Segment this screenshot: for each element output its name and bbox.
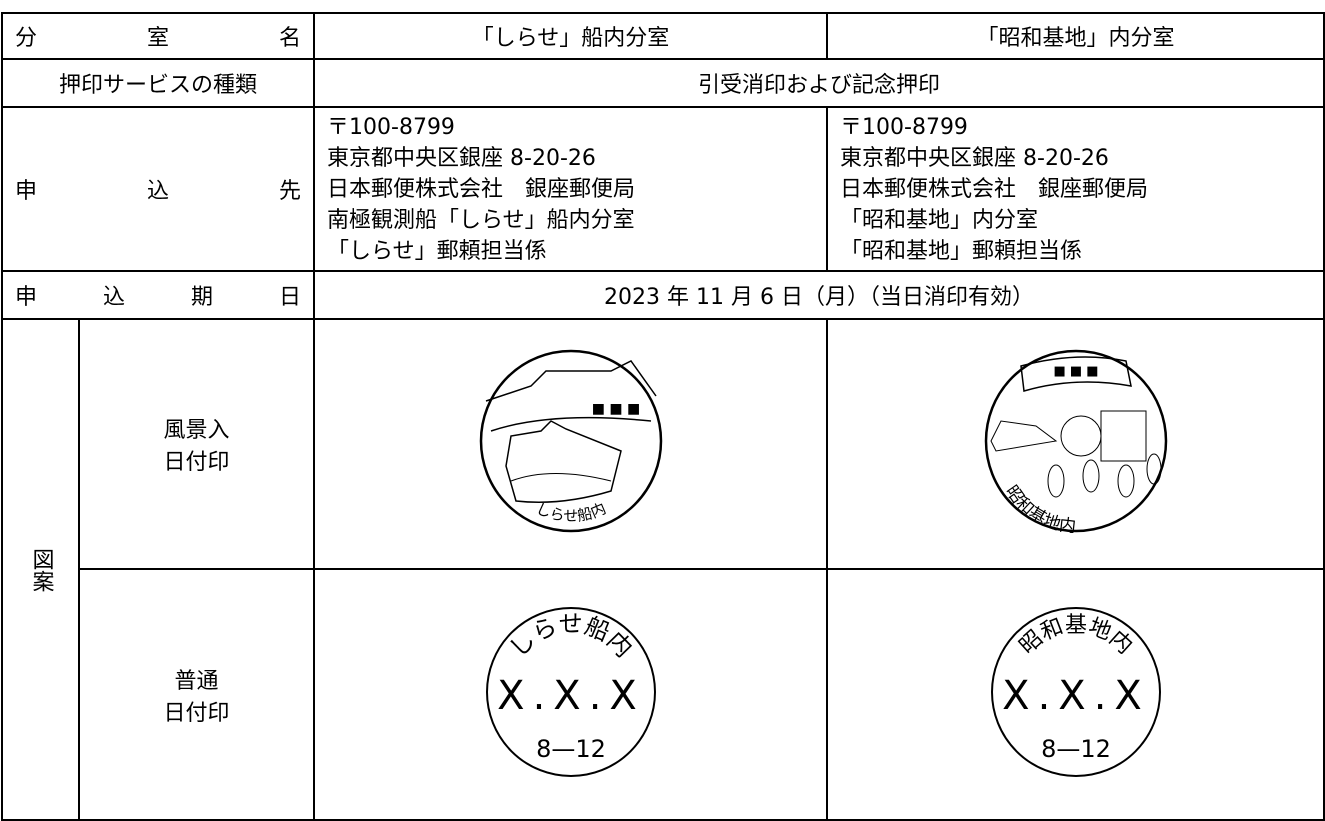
scenic-stamp: ■ ■ ■ しらせ船内 (479, 349, 662, 533)
stamp-marks: ■ ■ ■ (1053, 364, 1098, 379)
scenic-label: 風景入 日付印 (77, 318, 316, 570)
ordinary-stamp: しらせ船内 X.X.X 8—12 (485, 606, 656, 777)
stamp-date: X.X.X (1002, 673, 1150, 719)
address-line: 「昭和基地」内分室 (840, 207, 1039, 233)
header-col2: 「昭和基地」内分室 (826, 12, 1325, 60)
address-line: 東京都中央区銀座 8-20-26 (840, 145, 1109, 171)
header-row: 分室名 「しらせ」船内分室 「昭和基地」内分室 (0, 12, 1325, 60)
scenic-row: 図案 風景入 日付印 ■ ■ ■ しらせ船内 ■ ■ ■ 昭和基地 (1, 318, 1325, 821)
ordinary-label: 普通 日付印 (77, 568, 316, 821)
stamp-bottom: 8—12 (536, 735, 606, 763)
stamp-top: しらせ船内 (503, 609, 637, 662)
label-line: 風景入 (163, 418, 230, 443)
stamp-caption: 昭和基地内 (1001, 482, 1077, 537)
address-line: 南極観測船「しらせ」船内分室 (327, 207, 635, 233)
address-col2: 〒100-8799 東京都中央区銀座 8-20-26 日本郵便株式会社 銀座郵便… (826, 106, 1325, 272)
address-line: 日本郵便株式会社 銀座郵便局 (840, 176, 1149, 202)
stamp-bottom: 8—12 (1041, 735, 1111, 763)
deadline-label: 申込期日 (0, 270, 316, 320)
label-line: 日付印 (163, 450, 230, 475)
address-label: 申込先 (0, 106, 316, 272)
service-value: 引受消印および記念押印 (313, 58, 1325, 108)
address-line: 東京都中央区銀座 8-20-26 (327, 145, 596, 171)
stamp-caption-path: しらせ船内 (533, 499, 608, 525)
deadline-row: 申込期日 2023 年 11 月 6 日（月）（当日消印有効） (0, 270, 1325, 320)
label-line: 日付印 (163, 700, 230, 726)
stamp-caption-path: 昭和基地内 (1001, 482, 1077, 537)
ordinary-stamp-cell: 昭和基地内 X.X.X 8—12 (826, 568, 1325, 821)
address-line: 〒100-8799 (840, 114, 968, 140)
address-col1: 〒100-8799 東京都中央区銀座 8-20-26 日本郵便株式会社 銀座郵便… (313, 106, 829, 272)
address-line: 日本郵便株式会社 銀座郵便局 (327, 176, 636, 202)
ordinary-stamp: 昭和基地内 X.X.X 8—12 (990, 606, 1161, 777)
ordinary-row: 普通 日付印 しらせ船内 X.X.X 8—12 昭和基地内 X.X.X 8—12 (2, 568, 1325, 821)
address-line: 「しらせ」郵頼担当係 (327, 238, 547, 264)
label-line: 普通 (174, 668, 219, 694)
address-line: 〒100-8799 (327, 114, 455, 140)
service-label: 押印サービスの種類 (0, 58, 316, 108)
ordinary-stamp-cell: しらせ船内 X.X.X 8—12 (313, 568, 829, 821)
header-col1: 「しらせ」船内分室 (313, 12, 829, 60)
scenic-stamp-cell: ■ ■ ■ しらせ船内 (313, 318, 829, 570)
stamp-top-path: しらせ船内 (503, 609, 637, 662)
header-label: 分室名 (0, 12, 316, 60)
address-line: 「昭和基地」郵頼担当係 (840, 238, 1083, 264)
address-row: 申込先 〒100-8799 東京都中央区銀座 8-20-26 日本郵便株式会社 … (0, 106, 1325, 272)
deadline-value: 2023 年 11 月 6 日（月）（当日消印有効） (313, 270, 1325, 320)
postmark-table: 分室名 「しらせ」船内分室 「昭和基地」内分室 押印サービスの種類 引受消印およ… (0, 12, 1325, 821)
stamp-marks: ■ ■ ■ (591, 401, 640, 417)
stamp-caption: しらせ船内 (533, 499, 608, 525)
stamp-date: X.X.X (497, 673, 645, 719)
service-row: 押印サービスの種類 引受消印および記念押印 (0, 58, 1325, 108)
design-label: 図案 (1, 318, 80, 821)
scenic-stamp: ■ ■ ■ 昭和基地内 (984, 349, 1167, 537)
scenic-stamp-cell: ■ ■ ■ 昭和基地内 (826, 318, 1325, 570)
